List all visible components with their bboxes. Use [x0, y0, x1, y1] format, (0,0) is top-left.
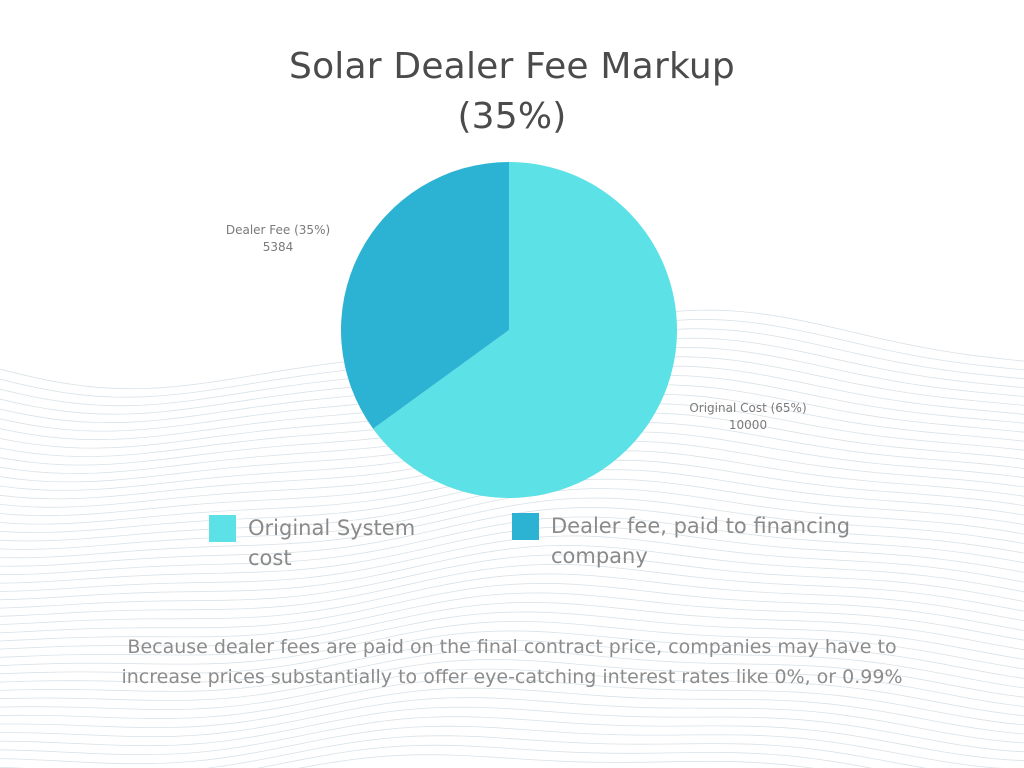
legend-label-original-line1: Original System: [248, 516, 416, 540]
background-wave-line: [256, 744, 873, 768]
background-wave-line: [0, 716, 1024, 762]
background-wave-line: [0, 678, 1024, 726]
background-wave-line: [0, 621, 1024, 670]
legend-swatch-dealer-fee: [512, 513, 539, 540]
background-wave-line: [0, 697, 1024, 744]
background-wave-line: [0, 563, 1024, 617]
legend-label-dealer-fee: Dealer fee, paid to financing company: [551, 511, 850, 571]
legend-label-dealer-fee-line1: Dealer fee, paid to financing: [551, 514, 851, 538]
legend-item-original-system-cost: Original System cost: [209, 513, 415, 573]
legend-label-dealer-fee-line2: company: [551, 544, 648, 568]
dealer-fee-label-value: 5384: [262, 240, 294, 254]
background-wave-line: [0, 544, 1024, 601]
original-cost-label-value: 10000: [728, 418, 768, 432]
footnote-line-2: increase prices substantially to offer e…: [121, 666, 903, 688]
background-wave-line: [0, 725, 1003, 768]
footnote-line-1: Because dealer fees are paid on the fina…: [127, 636, 897, 658]
background-wave-line: [0, 497, 1024, 559]
background-wave-line: [0, 735, 927, 768]
dealer-fee-label-name: Dealer Fee (35%): [225, 223, 331, 237]
background-wave-line: [0, 649, 1024, 698]
background-wave-line: [0, 573, 1024, 625]
background-wave-line: [0, 706, 1024, 753]
background-wave-line: [0, 592, 1024, 642]
background-wave-line: [0, 582, 1024, 634]
background-wave-line: [0, 611, 1024, 660]
chart-title-line-2: (35%): [457, 96, 567, 137]
background-wave-line: [0, 601, 1024, 651]
legend-label-original-line2: cost: [248, 546, 292, 570]
dealer-fee-slice-label: Dealer Fee (35%) 5384: [218, 222, 338, 256]
original-cost-label-name: Original Cost (65%): [689, 401, 807, 415]
chart-title-line-1: Solar Dealer Fee Markup: [289, 46, 735, 87]
background-wave-line: [298, 754, 815, 768]
background-wave-line: [0, 630, 1024, 679]
pie-slice-dealer-fee: [340, 162, 509, 429]
background-wave-line: [0, 554, 1024, 609]
legend-label-original: Original System cost: [248, 513, 415, 573]
legend-swatch-original: [209, 515, 236, 542]
footnote: Because dealer fees are paid on the fina…: [60, 632, 964, 692]
legend-item-dealer-fee: Dealer fee, paid to financing company: [512, 511, 850, 571]
background-wave-line: [0, 640, 1024, 689]
original-cost-slice-label: Original Cost (65%) 10000: [678, 400, 818, 434]
background-wave-line: [0, 659, 1024, 707]
pie-slice-original-cost: [373, 162, 677, 499]
background-wave-line: [0, 668, 1024, 717]
background-wave-line: [0, 687, 1024, 735]
